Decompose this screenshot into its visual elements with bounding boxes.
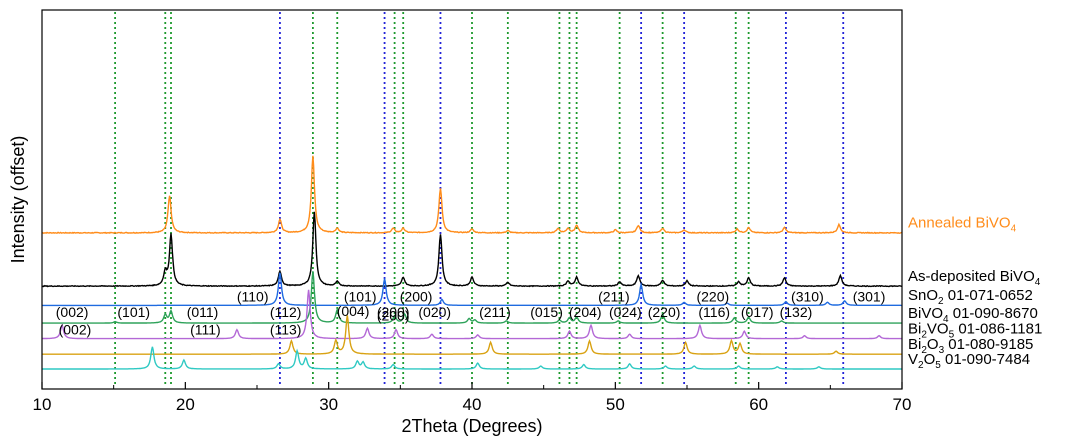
peak-label-7: (002) xyxy=(56,304,89,320)
peak-label-16: (204) xyxy=(569,304,602,320)
trace-3 xyxy=(42,271,902,324)
series-label-2: SnO2 01-071-0652 xyxy=(908,287,1033,307)
trace-1 xyxy=(41,211,903,288)
peak-label-3: (211) xyxy=(598,288,630,304)
peak-label-13: (020) xyxy=(418,304,451,320)
series-label-1: As-deposited BiVO4 xyxy=(908,268,1041,288)
peak-label-10: (112) xyxy=(270,304,302,320)
peak-label-15: (015) xyxy=(530,304,563,320)
peak-label-24: (113) xyxy=(270,322,302,338)
peak-label-0: (110) xyxy=(237,288,269,304)
trace-5 xyxy=(42,315,902,355)
x-tick-label-2: 30 xyxy=(319,395,338,414)
peak-label-25: (200) xyxy=(377,308,410,324)
series-label-4: Bi2VO5 01-086-1181 xyxy=(908,320,1042,340)
peak-label-5: (310) xyxy=(791,288,824,304)
traces xyxy=(41,155,903,370)
peak-label-9: (011) xyxy=(187,304,219,320)
peak-label-17: (024) xyxy=(609,304,642,320)
x-axis-label: 2Theta (Degrees) xyxy=(401,416,542,436)
y-axis-label: Intensity (offset) xyxy=(8,136,28,264)
trace-2 xyxy=(42,272,902,307)
peak-label-21: (132) xyxy=(780,304,813,320)
trace-0 xyxy=(42,155,902,235)
peak-label-11: (004) xyxy=(337,303,370,319)
peak-label-8: (101) xyxy=(117,304,150,320)
trace-4 xyxy=(42,289,902,340)
peak-label-20: (017) xyxy=(741,304,774,320)
peak-label-12: (200) xyxy=(377,304,410,320)
x-axis: 10 20 30 40 50 60 70 xyxy=(33,382,912,414)
x-tick-label-5: 60 xyxy=(749,395,768,414)
reference-lines xyxy=(114,12,845,387)
peak-label-14: (211) xyxy=(479,304,511,320)
peak-label-19: (116) xyxy=(698,304,730,320)
peak-label-18: (220) xyxy=(648,304,681,320)
x-tick-label-6: 70 xyxy=(893,395,912,414)
x-tick-label-0: 10 xyxy=(33,395,52,414)
peak-annotations: (110) (101) (200) (211) (220) (310) (301)(002)… xyxy=(56,288,886,337)
peak-label-22: (002) xyxy=(59,322,92,338)
x-tick-label-3: 40 xyxy=(463,395,482,414)
x-tick-label-4: 50 xyxy=(606,395,625,414)
series-label-0: Annealed BiVO4 xyxy=(908,215,1017,235)
peak-label-4: (220) xyxy=(696,288,729,304)
series-label-5: Bi2O3 01-080-9185 xyxy=(908,336,1033,356)
peak-label-23: (111) xyxy=(190,322,221,338)
peak-label-1: (101) xyxy=(344,288,377,304)
series-label-3: BiVO4 01-090-8670 xyxy=(908,305,1038,325)
trace-6 xyxy=(42,346,902,370)
x-tick-label-1: 20 xyxy=(176,395,195,414)
peak-label-6: (301) xyxy=(853,288,886,304)
series-label-6: V2O5 01-090-7484 xyxy=(908,351,1030,371)
peak-label-2: (200) xyxy=(400,288,433,304)
